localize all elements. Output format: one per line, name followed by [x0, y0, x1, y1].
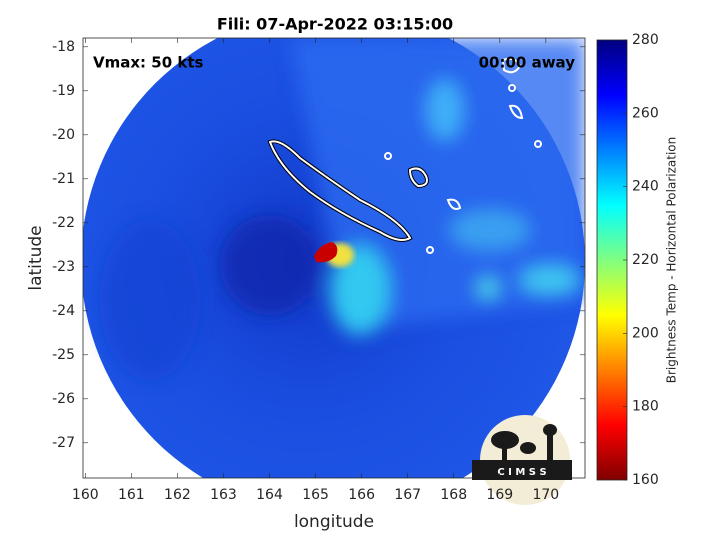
x-tick-label: 165	[302, 487, 329, 503]
x-tick-label: 168	[440, 487, 467, 503]
x-tick-label: 163	[210, 487, 237, 503]
chart-title: Fili: 07-Apr-2022 03:15:00	[217, 15, 453, 34]
colorbar	[596, 39, 628, 481]
x-axis-label: longitude	[294, 512, 374, 532]
annotation: 00:00 away	[479, 54, 576, 72]
colorbar-tick-label: 280	[632, 32, 659, 48]
x-tick-label: 160	[72, 487, 99, 503]
x-tick-label: 167	[394, 487, 421, 503]
cimss-logo: C I M S S	[472, 415, 572, 505]
colorbar-tick-label: 240	[632, 179, 659, 195]
x-tick-label: 161	[118, 487, 145, 503]
y-tick-label: -26	[52, 391, 75, 407]
y-tick-label: -22	[52, 215, 75, 231]
logo-text: C I M S S	[497, 467, 546, 478]
y-tick-label: -25	[52, 347, 75, 363]
y-axis-label: latitude	[26, 225, 46, 290]
x-tick-label: 166	[348, 487, 375, 503]
colorbar-tick-label: 160	[632, 472, 659, 488]
swath-image	[83, 38, 585, 478]
x-tick-label: 170	[532, 487, 559, 503]
y-tick-label: -23	[52, 259, 75, 275]
y-tick-label: -24	[52, 303, 75, 319]
x-tick-label: 169	[486, 487, 513, 503]
x-tick-label: 164	[256, 487, 283, 503]
colorbar-tick-label: 200	[632, 325, 659, 341]
y-tick-label: -27	[52, 435, 75, 451]
colorbar-tick-label: 260	[632, 105, 659, 121]
colorbar-label: Brightness Temp - Horizontal Polarizatio…	[665, 137, 679, 384]
x-tick-label: 162	[164, 487, 191, 503]
y-tick-label: -21	[52, 171, 75, 187]
y-tick-label: -18	[52, 39, 75, 55]
y-tick-label: -19	[52, 83, 75, 99]
y-tick-label: -20	[52, 127, 75, 143]
colorbar-tick-label: 180	[632, 399, 659, 415]
plot-frame	[82, 37, 586, 479]
colorbar-tick-label: 220	[632, 252, 659, 268]
annotation: Vmax: 50 kts	[93, 54, 203, 72]
